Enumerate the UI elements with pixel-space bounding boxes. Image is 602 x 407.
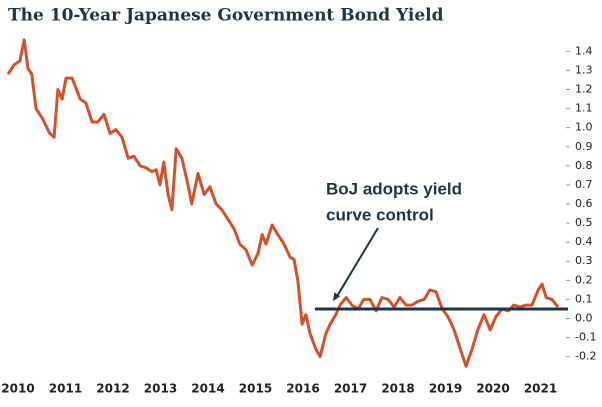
y-tick-label: -0.2 [575,350,596,363]
y-tick-label: 1.3 [575,63,593,76]
y-tick-label: 0.2 [575,273,593,286]
x-tick-label: 2013 [144,382,177,396]
y-tick-label: 0.6 [575,197,593,210]
arrow-head [332,292,341,302]
x-tick-label: 2014 [191,382,224,396]
y-tick-label: 0.4 [575,235,593,248]
x-tick-label: 2021 [524,382,557,396]
annotation-text: curve control [326,205,434,224]
x-tick-label: 2020 [476,382,509,396]
y-tick-label: 0.7 [575,178,593,191]
y-tick-label: 0.9 [575,140,593,153]
x-tick-label: 2017 [334,382,367,396]
y-tick-label: 0.1 [575,292,593,305]
annotation-arrow [336,227,379,297]
chart-title: The 10-Year Japanese Government Bond Yie… [8,6,444,26]
x-tick-label: 2012 [96,382,129,396]
y-tick-label: 1.2 [575,83,593,96]
x-tick-label: 2011 [49,382,82,396]
y-tick-label: 0.0 [575,311,593,324]
y-tick-label: 1.4 [575,44,593,57]
x-tick-label: 2016 [286,382,319,396]
y-tick-label: 1.1 [575,102,593,115]
x-tick-label: 2019 [429,382,462,396]
annotation-text: BoJ adopts yield [326,179,462,198]
y-tick-label: 0.5 [575,216,593,229]
x-tick-label: 2015 [239,382,272,396]
x-tick-label: 2010 [1,382,34,396]
x-tick-label: 2018 [381,382,414,396]
y-tick-label: 1.0 [575,121,593,134]
yield-line [6,38,560,368]
y-tick-label: 0.3 [575,254,593,267]
y-tick-label: -0.1 [575,331,596,344]
y-tick-label: 0.8 [575,159,593,172]
